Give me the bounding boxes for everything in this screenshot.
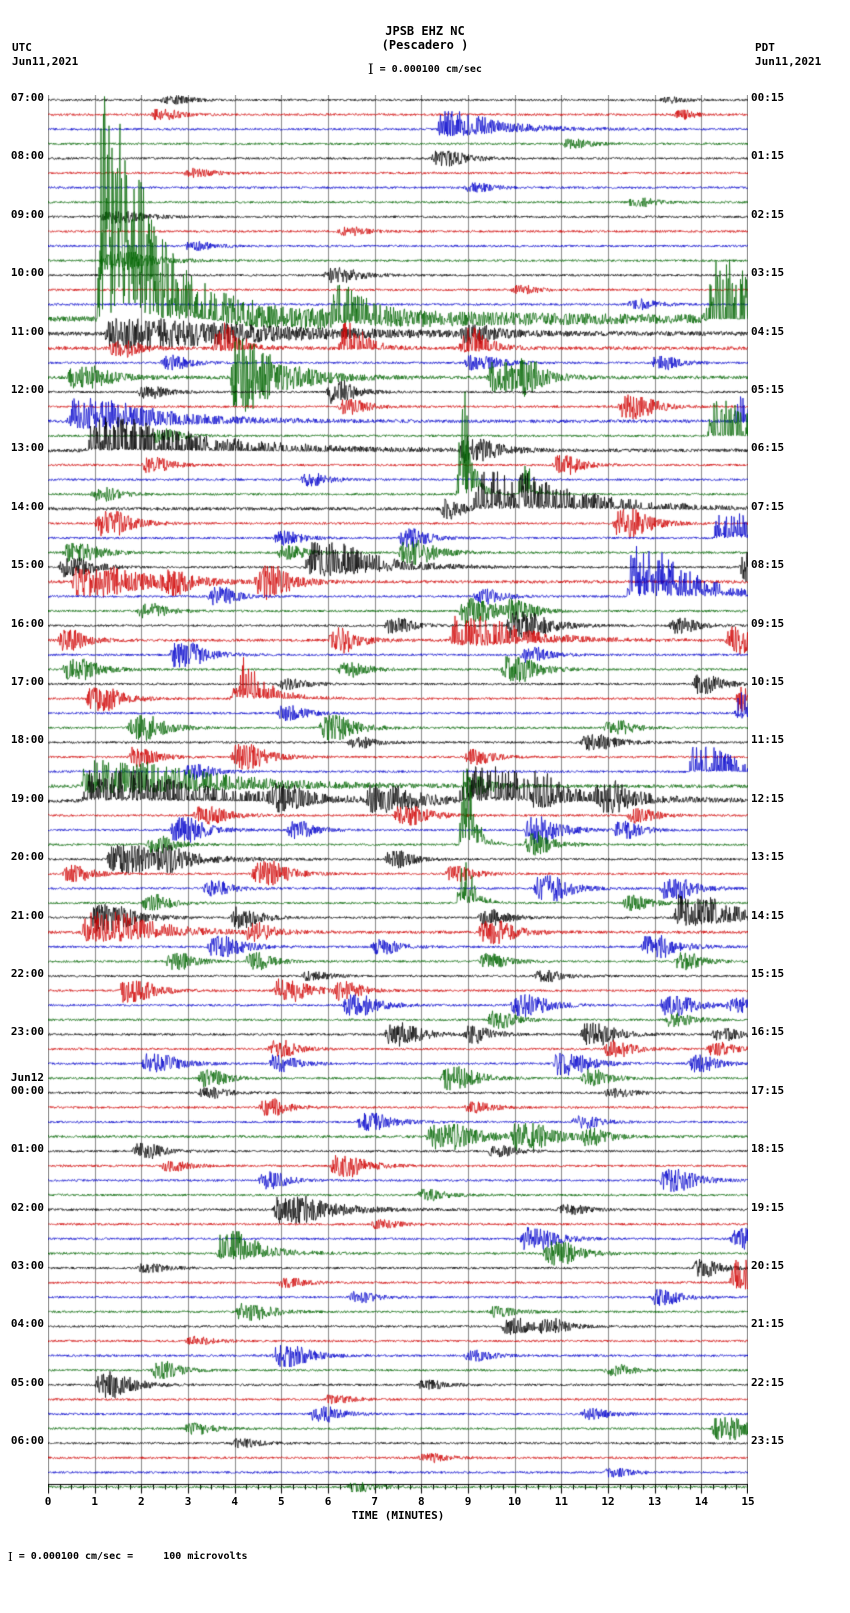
utc-hour-label: 11:00 xyxy=(10,324,44,338)
pdt-hour-label: 02:15 xyxy=(751,207,785,221)
scale-value: = 0.000100 cm/sec xyxy=(373,64,482,75)
utc-hour-label: 04:00 xyxy=(10,1317,44,1331)
utc-date: Jun11,2021 xyxy=(12,55,79,68)
pdt-heading: PDT xyxy=(755,41,775,54)
utc-hour-label: 19:00 xyxy=(10,791,44,805)
utc-hour-label: 12:00 xyxy=(10,383,44,396)
utc-hour-label: 02:00 xyxy=(10,1200,44,1214)
pdt-hour-label: 10:15 xyxy=(751,675,785,688)
utc-hour-label: 05:00 xyxy=(10,1375,44,1389)
station-title: JPSB EHZ NC xyxy=(385,24,465,38)
pdt-hour-label: 00:15 xyxy=(751,91,785,104)
footer-scale-text: = 0.000100 cm/sec = 100 microvolts xyxy=(12,1551,248,1562)
day-break-label: Jun12 xyxy=(10,1070,44,1084)
utc-hour-label: 21:00 xyxy=(10,908,44,922)
utc-hour-label: 23:00 xyxy=(10,1025,44,1039)
pdt-hour-label: 11:15 xyxy=(751,733,785,747)
pdt-hour-label: 09:15 xyxy=(751,616,785,630)
pdt-hour-label: 21:15 xyxy=(751,1317,785,1331)
utc-hour-label: 01:00 xyxy=(10,1142,44,1156)
utc-hour-label: 03:00 xyxy=(10,1259,44,1272)
pdt-hour-label: 14:15 xyxy=(751,908,785,922)
utc-hour-label: 08:00 xyxy=(10,149,44,163)
utc-hour-label: 20:00 xyxy=(10,850,44,864)
pdt-hour-label: 16:15 xyxy=(751,1025,785,1039)
utc-heading: UTC xyxy=(12,41,32,54)
scale-line: I = 0.000100 cm/sec xyxy=(0,62,850,78)
scale-bracket-icon: I xyxy=(368,62,374,78)
pdt-hour-label: 03:15 xyxy=(751,266,785,280)
utc-hour-label: 18:00 xyxy=(10,733,44,747)
pdt-hour-label: 08:15 xyxy=(751,558,785,572)
pdt-date: Jun11,2021 xyxy=(755,55,822,68)
utc-hour-label: 10:00 xyxy=(10,266,44,280)
x-axis-title: TIME (MINUTES) xyxy=(351,1509,445,1522)
utc-hour-label: 06:00 xyxy=(10,1434,44,1448)
pdt-hour-label: 05:15 xyxy=(751,383,785,396)
pdt-hour-label: 13:15 xyxy=(751,850,785,864)
pdt-hour-label: 04:15 xyxy=(751,324,785,338)
utc-block: UTC Jun11,2021 xyxy=(12,41,78,69)
utc-hour-label: 15:00 xyxy=(10,558,44,572)
seismogram-canvas xyxy=(48,95,748,1505)
pdt-hour-label: 06:15 xyxy=(751,441,785,455)
utc-hour-label: 00:00 xyxy=(10,1083,44,1097)
pdt-hour-label: 15:15 xyxy=(751,967,785,980)
utc-hour-label: 07:00 xyxy=(10,91,44,104)
pdt-hour-label: 23:15 xyxy=(751,1434,785,1448)
utc-hour-label: 16:00 xyxy=(10,616,44,630)
station-location: (Pescadero ) xyxy=(381,38,469,52)
utc-hour-label: 14:00 xyxy=(10,499,44,513)
pdt-hour-label: 18:15 xyxy=(751,1142,785,1156)
utc-hour-label: 13:00 xyxy=(10,441,44,455)
pdt-hour-label: 22:15 xyxy=(751,1375,785,1389)
utc-hour-label: 17:00 xyxy=(10,675,44,688)
pdt-hour-label: 19:15 xyxy=(751,1200,785,1214)
utc-hour-label: 09:00 xyxy=(10,207,44,221)
pdt-hour-label: 17:15 xyxy=(751,1083,785,1097)
pdt-hour-label: 07:15 xyxy=(751,499,785,513)
utc-hour-label: 22:00 xyxy=(10,967,44,980)
pdt-hour-label: 12:15 xyxy=(751,791,785,805)
pdt-block: PDT Jun11,2021 xyxy=(755,41,821,69)
pdt-hour-label: 01:15 xyxy=(751,149,785,163)
footer-scale-bracket-icon: I xyxy=(8,1550,13,1564)
pdt-hour-label: 20:15 xyxy=(751,1259,785,1272)
footer-scale-note: I = 0.000100 cm/sec = 100 microvolts xyxy=(8,1550,248,1564)
